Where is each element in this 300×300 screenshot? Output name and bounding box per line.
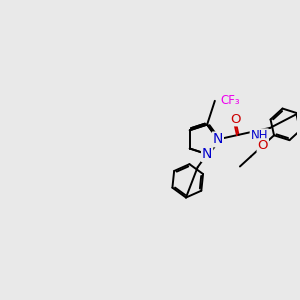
Text: NH: NH [250, 129, 268, 142]
Text: S: S [203, 147, 212, 161]
Text: CF₃: CF₃ [220, 94, 240, 107]
Text: O: O [230, 112, 240, 125]
Text: N: N [202, 147, 212, 161]
Text: N: N [213, 132, 223, 146]
Text: O: O [257, 139, 268, 152]
